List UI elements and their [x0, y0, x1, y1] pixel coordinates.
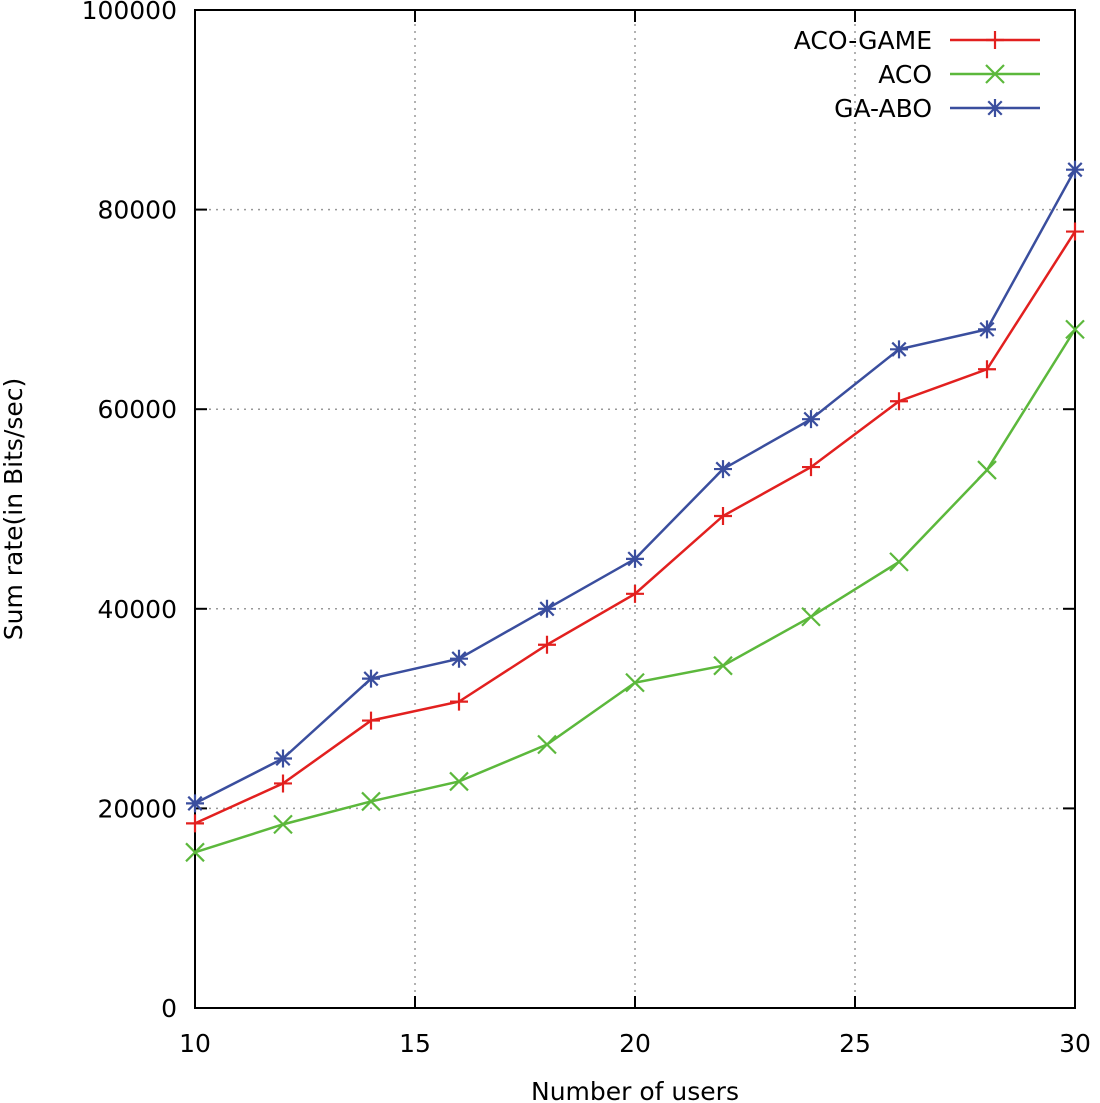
legend-label: ACO-GAME [794, 26, 932, 55]
plus-marker [1066, 222, 1084, 241]
plus-marker [890, 392, 908, 411]
series-aco-game [186, 222, 1084, 833]
y-tick-label: 20000 [97, 794, 177, 823]
cross-marker [977, 460, 997, 480]
asterisk-marker [802, 410, 820, 429]
asterisk-marker [1066, 160, 1084, 179]
y-tick-label: 40000 [97, 595, 177, 624]
plus-marker [362, 711, 380, 730]
cross-marker [713, 655, 733, 676]
cross-marker [449, 771, 469, 792]
y-tick-label: 80000 [97, 196, 177, 225]
legend: ACO-GAME ACO GA-ABO [794, 26, 1040, 123]
x-tick-label: 25 [839, 1029, 871, 1058]
y-tick-label: 0 [161, 994, 177, 1023]
cross-marker [1065, 319, 1085, 340]
asterisk-marker [274, 749, 292, 768]
y-tick-label: 60000 [97, 395, 177, 424]
x-tick-label: 30 [1059, 1029, 1091, 1058]
x-tick-label: 20 [619, 1029, 651, 1058]
x-tick-label: 10 [179, 1029, 211, 1058]
grid [195, 10, 1075, 1008]
series-line [194, 230, 1077, 825]
series-group [185, 160, 1085, 863]
series-aco [185, 319, 1085, 863]
asterisk-marker [626, 549, 644, 568]
plus-marker [714, 506, 732, 525]
series-ga-abo [186, 160, 1084, 813]
plus-marker [450, 692, 468, 711]
x-axis-label: Number of users [531, 1077, 739, 1103]
cross-marker [625, 672, 645, 693]
plus-marker [802, 458, 820, 477]
cross-marker [273, 814, 293, 835]
asterisk-marker [538, 599, 556, 618]
asterisk-marker [978, 320, 996, 339]
cross-marker [537, 734, 557, 755]
cross-marker [361, 791, 381, 812]
cross-marker [985, 64, 1005, 84]
cross-marker [185, 842, 205, 863]
plus-marker [978, 360, 996, 379]
asterisk-marker [714, 460, 732, 479]
asterisk-marker [362, 669, 380, 688]
x-tick-label: 15 [399, 1029, 431, 1058]
plus-marker [626, 584, 644, 603]
plus-marker [986, 31, 1004, 49]
cross-marker [801, 607, 821, 627]
cross-marker [889, 552, 909, 572]
asterisk-marker [890, 340, 908, 359]
legend-label: ACO [878, 60, 932, 89]
plus-marker [538, 635, 556, 654]
y-axis-label: Sum rate(in Bits/sec) [0, 378, 28, 641]
asterisk-marker [986, 99, 1004, 117]
legend-label: GA-ABO [834, 94, 932, 123]
y-tick-label: 100000 [82, 0, 177, 25]
plus-marker [186, 814, 204, 833]
plus-marker [274, 774, 292, 793]
asterisk-marker [186, 794, 204, 813]
axis-ticks: 10 15 20 25 30 0 20000 40000 60000 80000 100000 [82, 0, 1091, 1058]
asterisk-marker [450, 649, 468, 668]
